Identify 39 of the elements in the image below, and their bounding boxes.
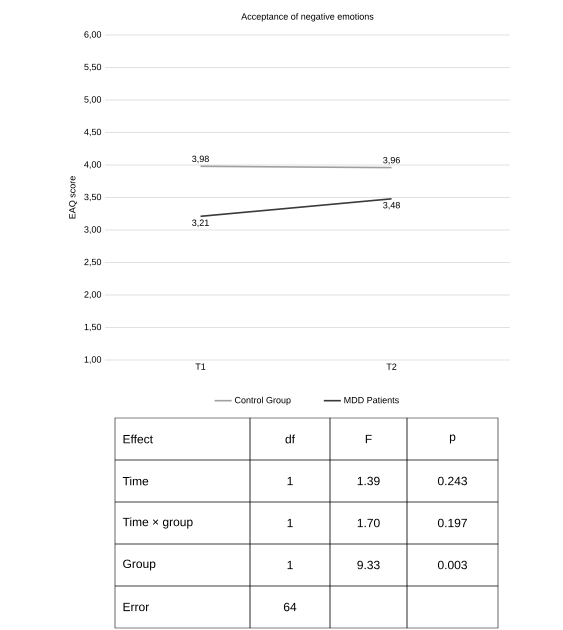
text: df: [286, 434, 296, 444]
text: p: [450, 434, 456, 444]
y-tick-label: 2,00: [84, 291, 102, 299]
y-tick-label: 4,00: [84, 161, 102, 169]
y-axis-title: EAQ score: [69, 176, 78, 219]
y-tick-label: 3,00: [84, 226, 102, 234]
data-label: 3,98: [192, 156, 209, 164]
y-tick-label: 1,00: [84, 356, 102, 364]
y-tick-label: 6,00: [84, 31, 102, 39]
text: Group: [123, 560, 156, 570]
text: 1: [288, 476, 293, 486]
data-label: 3,48: [383, 202, 400, 210]
text: 1: [288, 518, 293, 528]
text: 0.197: [438, 518, 467, 528]
data-label: 3,21: [192, 220, 209, 227]
text: Effect: [124, 434, 153, 444]
y-tick-label: 5,50: [84, 64, 102, 72]
text: 1.70: [358, 518, 380, 528]
text: 1: [288, 560, 293, 570]
y-tick-label: 5,00: [84, 96, 102, 104]
text: 64: [284, 602, 296, 612]
y-tick-label: 1,50: [84, 324, 102, 332]
y-tick-label: 3,50: [84, 194, 102, 202]
text: F: [366, 434, 372, 444]
legend-label: MDD Patients: [344, 396, 399, 404]
text: Time: [122, 476, 148, 486]
text: 1.39: [358, 476, 380, 486]
text: Time × group: [122, 517, 193, 529]
text: 0.243: [438, 476, 467, 486]
text: Error: [124, 602, 149, 612]
text: 9.33: [357, 560, 380, 570]
y-tick-label: 4,50: [84, 128, 102, 136]
x-tick-label: T1: [195, 364, 206, 370]
text: 0.003: [438, 560, 467, 570]
y-tick-label: 2,50: [84, 258, 102, 266]
chart-title: Acceptance of negative emotions: [241, 13, 374, 22]
data-label: 3,96: [383, 156, 400, 164]
legend-label: Control Group: [234, 396, 291, 406]
x-tick-label: T2: [386, 364, 396, 370]
